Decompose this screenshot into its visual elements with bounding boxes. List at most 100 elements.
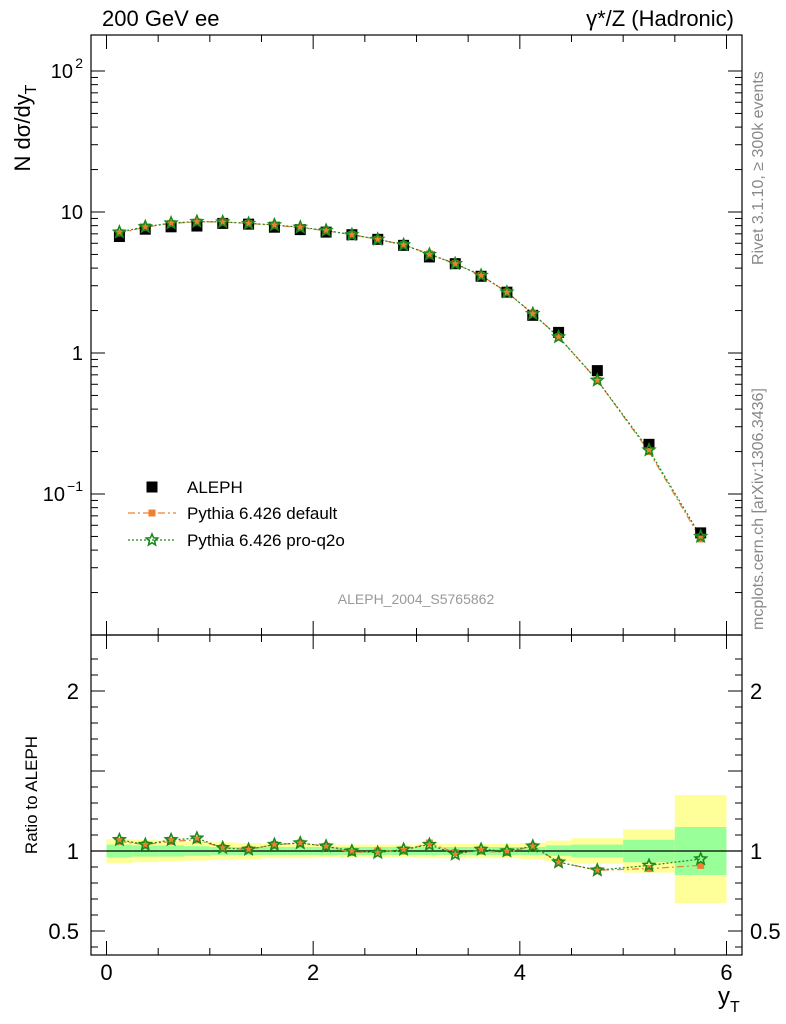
ratio-data-point (219, 844, 227, 852)
ratio-data-point (524, 838, 541, 853)
x-tick-label: 4 (514, 960, 526, 985)
ratio-data-point (348, 849, 356, 857)
data-point (322, 227, 330, 235)
legend-label: Pythia 6.426 pro-q2o (187, 531, 345, 550)
data-point (447, 255, 464, 271)
ratio-data-point (193, 836, 201, 844)
legend-marker (144, 531, 160, 547)
ratio-data-point (369, 844, 386, 860)
data-point (214, 213, 231, 229)
ratio-data-point (697, 861, 705, 869)
y-tick-label: 10 (51, 61, 73, 83)
ratio-data-point (693, 850, 709, 866)
ratio-y-tick-label-left: 0.5 (48, 919, 79, 944)
data-point (370, 231, 386, 246)
ratio-data-point (141, 841, 149, 849)
data-point (641, 441, 657, 457)
data-point (400, 241, 408, 249)
ratio-data-point (555, 858, 563, 866)
data-point (473, 267, 489, 282)
analysis-id-label: ALEPH_2004_S5765862 (338, 591, 495, 607)
ratio-data-point (266, 836, 283, 852)
data-point (451, 260, 459, 268)
ratio-data-point (593, 866, 601, 874)
data-point (425, 250, 433, 258)
data-point (191, 220, 203, 232)
data-point (645, 448, 653, 456)
ratio-y-tick-label-right: 0.5 (750, 919, 781, 944)
ratio-data-point (503, 849, 511, 857)
ratio-data-point (499, 842, 515, 858)
x-tick-label: 2 (307, 960, 319, 985)
data-point (111, 224, 128, 239)
ratio-data-point (167, 837, 175, 845)
ratio-data-point (421, 836, 438, 852)
ratio-data-point (322, 842, 330, 850)
x-tick-label: 0 (100, 960, 112, 985)
y-tick-label: 1 (72, 343, 83, 365)
data-point (693, 528, 709, 544)
data-point (503, 288, 511, 296)
ratio-data-point (189, 830, 205, 845)
ratio-data-point (374, 847, 382, 855)
ratio-data-point (451, 849, 459, 857)
ratio-data-point (425, 839, 433, 847)
data-point (266, 216, 283, 232)
data-point (137, 218, 153, 234)
ratio-data-point (296, 839, 304, 847)
x-tick-label: 6 (720, 960, 732, 985)
ratio-y-tick-label-left: 2 (67, 679, 79, 704)
data-point (695, 527, 707, 539)
data-point (344, 226, 360, 242)
legend-label: ALEPH (187, 478, 243, 497)
ratio-data-point (641, 857, 657, 872)
ratio-data-point (240, 841, 257, 856)
ratio-data-point (163, 831, 179, 847)
y-tick-label: 10 (61, 202, 83, 224)
data-point (292, 219, 309, 234)
ratio-data-point (400, 847, 408, 855)
data-point (395, 236, 412, 252)
ratio-data-point (344, 842, 360, 858)
y-tick-label: 10 (43, 484, 65, 506)
ratio-data-point (589, 862, 605, 877)
ratio-series-line (119, 837, 701, 871)
data-point (591, 365, 603, 377)
data-point (529, 310, 537, 318)
data-point (348, 231, 356, 239)
x-axis-title: yT (718, 983, 740, 1016)
data-point (555, 333, 563, 341)
data-point (318, 222, 334, 238)
ratio-data-point (214, 839, 231, 855)
process-title-right: γ*/Z (Hadronic) (586, 6, 734, 31)
data-point (421, 246, 438, 262)
ratio-data-point (270, 841, 278, 849)
ratio-data-point (318, 838, 334, 853)
data-point (115, 229, 123, 237)
legend-marker (148, 509, 156, 517)
data-point (589, 372, 605, 387)
data-point (550, 328, 567, 344)
ratio-data-point (245, 845, 253, 853)
data-point (270, 221, 278, 229)
y-tick-exponent: 2 (75, 55, 83, 71)
ratio-y-tick-label-right: 1 (750, 839, 762, 864)
data-point (141, 223, 149, 231)
ratio-data-point (447, 846, 464, 861)
y-tick-exponent: −1 (67, 478, 83, 494)
data-point (524, 305, 541, 321)
legend-marker (146, 481, 158, 493)
process-title-left: 200 GeV ee (102, 6, 220, 31)
data-point (296, 224, 304, 232)
data-point (499, 284, 515, 299)
data-point (245, 219, 253, 227)
ratio-data-point (395, 841, 412, 856)
legend-label: Pythia 6.426 default (187, 504, 338, 523)
data-point (113, 231, 125, 243)
ratio-data-point (473, 841, 489, 856)
ratio-data-point (292, 834, 309, 850)
ratio-data-point (111, 831, 128, 847)
ratio-data-point (115, 837, 123, 845)
data-point (189, 213, 205, 229)
